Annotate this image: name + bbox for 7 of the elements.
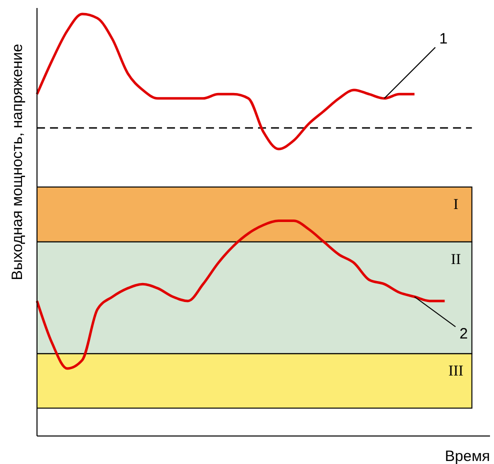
band-label: II xyxy=(450,252,461,268)
band-label: III xyxy=(448,364,464,380)
y-axis-title: Выходная мощность, напряжение xyxy=(9,44,26,280)
x-axis-title: Время xyxy=(444,448,490,464)
text: 1 xyxy=(439,30,448,48)
band-label: I xyxy=(453,197,458,214)
series-label: 2 xyxy=(460,326,468,343)
